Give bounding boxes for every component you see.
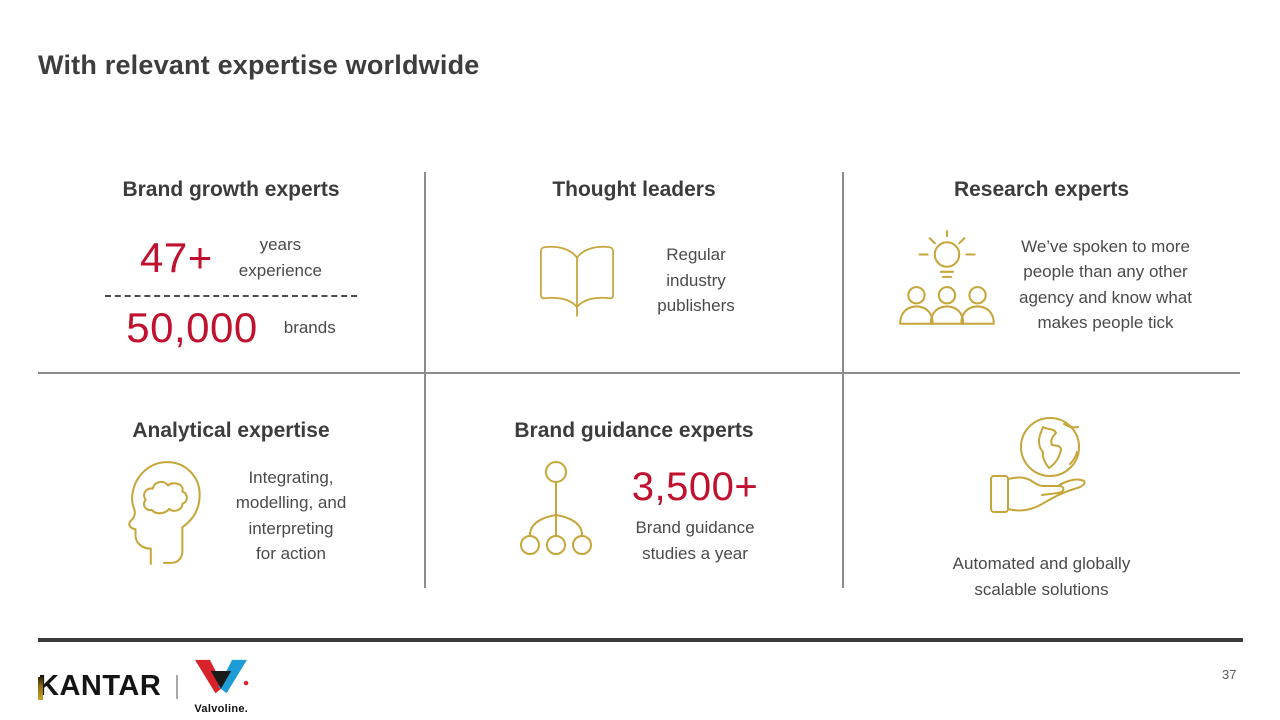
cell-global-solutions: Automated and globally scalable solution… bbox=[843, 414, 1240, 602]
cell-body-text: Automated and globally scalable solution… bbox=[952, 554, 1131, 599]
cell-heading: Brand growth experts bbox=[122, 178, 340, 201]
stat-label-brands: brands bbox=[283, 318, 336, 338]
cell-heading: Research experts bbox=[953, 178, 1130, 201]
stat-label-studies: Brand guidance studies a year bbox=[635, 518, 755, 563]
valvoline-logo: Valvoline. bbox=[193, 658, 249, 715]
footer-logos: KANTAR Valvoline. bbox=[38, 658, 249, 715]
head-brain-icon bbox=[116, 457, 210, 574]
page-number: 37 bbox=[1222, 667, 1237, 682]
kantar-gold-bar bbox=[38, 676, 43, 700]
cell-heading: Thought leaders bbox=[552, 178, 716, 201]
cell-research-experts: Research experts bbox=[843, 177, 1240, 339]
cell-body-text: Regular industry publishers bbox=[657, 245, 735, 316]
cell-analytical-expertise: Analytical expertise Integrating, modell… bbox=[38, 418, 424, 574]
grid-divider-vertical-2 bbox=[842, 172, 844, 588]
stat-value-studies: 3,500+ bbox=[631, 465, 759, 510]
cell-heading: Brand guidance experts bbox=[514, 419, 754, 442]
cell-thought-leaders: Thought leaders Regular industry publish… bbox=[425, 177, 843, 325]
valvoline-logo-text: Valvoline. bbox=[194, 703, 249, 715]
kantar-logo: KANTAR bbox=[38, 669, 162, 703]
page-title: With relevant expertise worldwide bbox=[38, 50, 480, 80]
grid-divider-vertical-1 bbox=[424, 172, 426, 588]
globe-hand-icon bbox=[986, 414, 1098, 537]
org-chart-icon bbox=[510, 459, 602, 574]
stat-value-brands: 50,000 bbox=[126, 304, 258, 352]
logo-separator bbox=[176, 674, 179, 699]
cell-heading: Analytical expertise bbox=[132, 419, 330, 442]
open-book-icon bbox=[533, 236, 621, 325]
grid-divider-horizontal bbox=[38, 372, 1240, 374]
cell-brand-growth-experts: Brand growth experts 47+ years experienc… bbox=[38, 177, 424, 349]
lightbulb-people-icon bbox=[891, 230, 1003, 339]
brand-growth-stats: 47+ years experience 50,000 brands bbox=[105, 232, 357, 349]
stat-row-years: 47+ years experience bbox=[140, 232, 322, 283]
stat-row-brands: 50,000 brands bbox=[126, 307, 335, 349]
cell-body-text: Integrating, modelling, and interpreting… bbox=[235, 467, 347, 564]
cell-body-text: We’ve spoken to more people than any oth… bbox=[1019, 236, 1192, 333]
dashed-separator bbox=[105, 295, 357, 298]
stat-label-years: years experience bbox=[238, 235, 322, 280]
valvoline-v-icon bbox=[193, 658, 249, 702]
cell-brand-guidance-experts: Brand guidance experts 3,500+ Brand guid… bbox=[425, 418, 843, 574]
footer-divider-bar bbox=[38, 638, 1243, 642]
kantar-logo-text: KANTAR bbox=[38, 669, 162, 702]
stat-value-years: 47+ bbox=[140, 233, 213, 281]
